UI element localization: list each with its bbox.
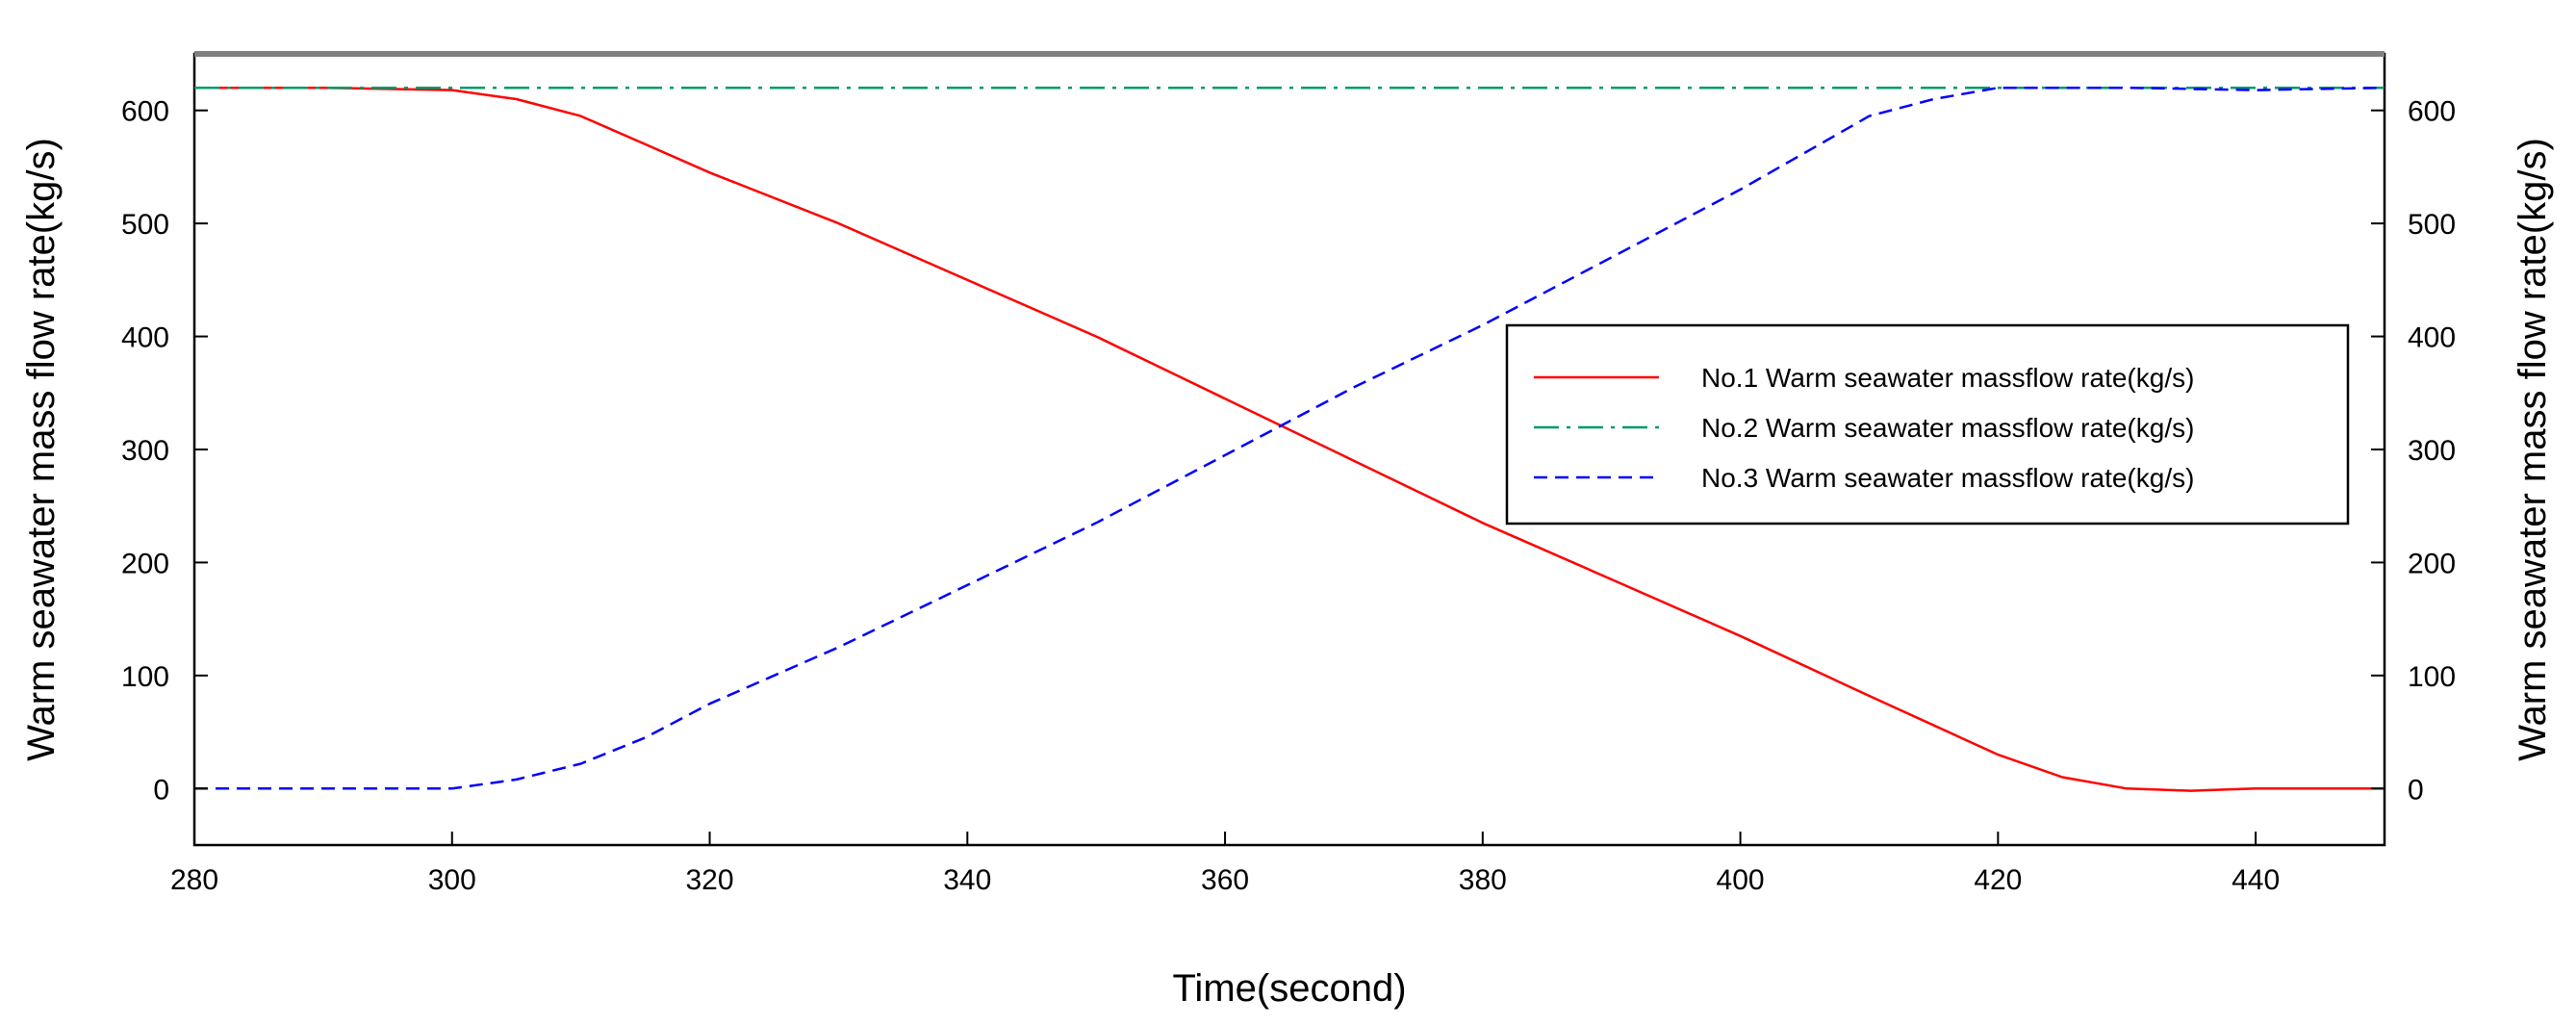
x-tick-label: 280 <box>170 864 218 896</box>
x-tick-label: 300 <box>428 864 476 896</box>
y-tick-label-right: 0 <box>2408 774 2424 806</box>
x-tick-label: 320 <box>685 864 733 896</box>
y-tick-label-right: 100 <box>2408 661 2456 693</box>
x-axis-title: Time(second) <box>1172 967 1406 1010</box>
y-axis-title-right: Warm seawater mass flow rate(kg/s) <box>2512 138 2554 761</box>
y-axis-title: Warm seawater mass flow rate(kg/s) <box>20 138 63 761</box>
series-layer <box>194 86 2385 792</box>
y-tick-label-left: 0 <box>153 774 169 806</box>
y-tick-label-left: 600 <box>121 96 169 128</box>
x-tick-label: 360 <box>1201 864 1249 896</box>
legend-label-no2: No.2 Warm seawater massflow rate(kg/s) <box>1701 413 2194 443</box>
y-tick-label-left: 400 <box>121 322 169 354</box>
ticks-layer: 280 300 320 340 360 380 400 420 440 0 0 100 100 200 20… <box>121 96 2456 896</box>
x-tick-label: 400 <box>1717 864 1765 896</box>
y-tick-label-left: 300 <box>121 435 169 467</box>
plot-area <box>192 51 2386 847</box>
series-line-no3 <box>194 86 2385 790</box>
y-tick-label-right: 500 <box>2408 209 2456 241</box>
legend-label-no1: No.1 Warm seawater massflow rate(kg/s) <box>1701 363 2194 393</box>
y-tick-label-right: 400 <box>2408 322 2456 354</box>
legend: No.1 Warm seawater massflow rate(kg/s) N… <box>1505 323 2350 526</box>
y-tick-label-right: 600 <box>2408 96 2456 128</box>
y-tick-label-right: 200 <box>2408 548 2456 579</box>
y-tick-label-left: 200 <box>121 548 169 579</box>
y-tick-label-right: 300 <box>2408 435 2456 467</box>
x-tick-label: 420 <box>1974 864 2022 896</box>
legend-label-no3: No.3 Warm seawater massflow rate(kg/s) <box>1701 463 2194 493</box>
x-tick-label: 340 <box>943 864 991 896</box>
x-tick-label: 380 <box>1459 864 1507 896</box>
y-tick-label-left: 100 <box>121 661 169 693</box>
x-tick-label: 440 <box>2232 864 2280 896</box>
legend-box <box>1505 323 2350 526</box>
y-tick-label-left: 500 <box>121 209 169 241</box>
series-line-no1 <box>194 86 2385 792</box>
